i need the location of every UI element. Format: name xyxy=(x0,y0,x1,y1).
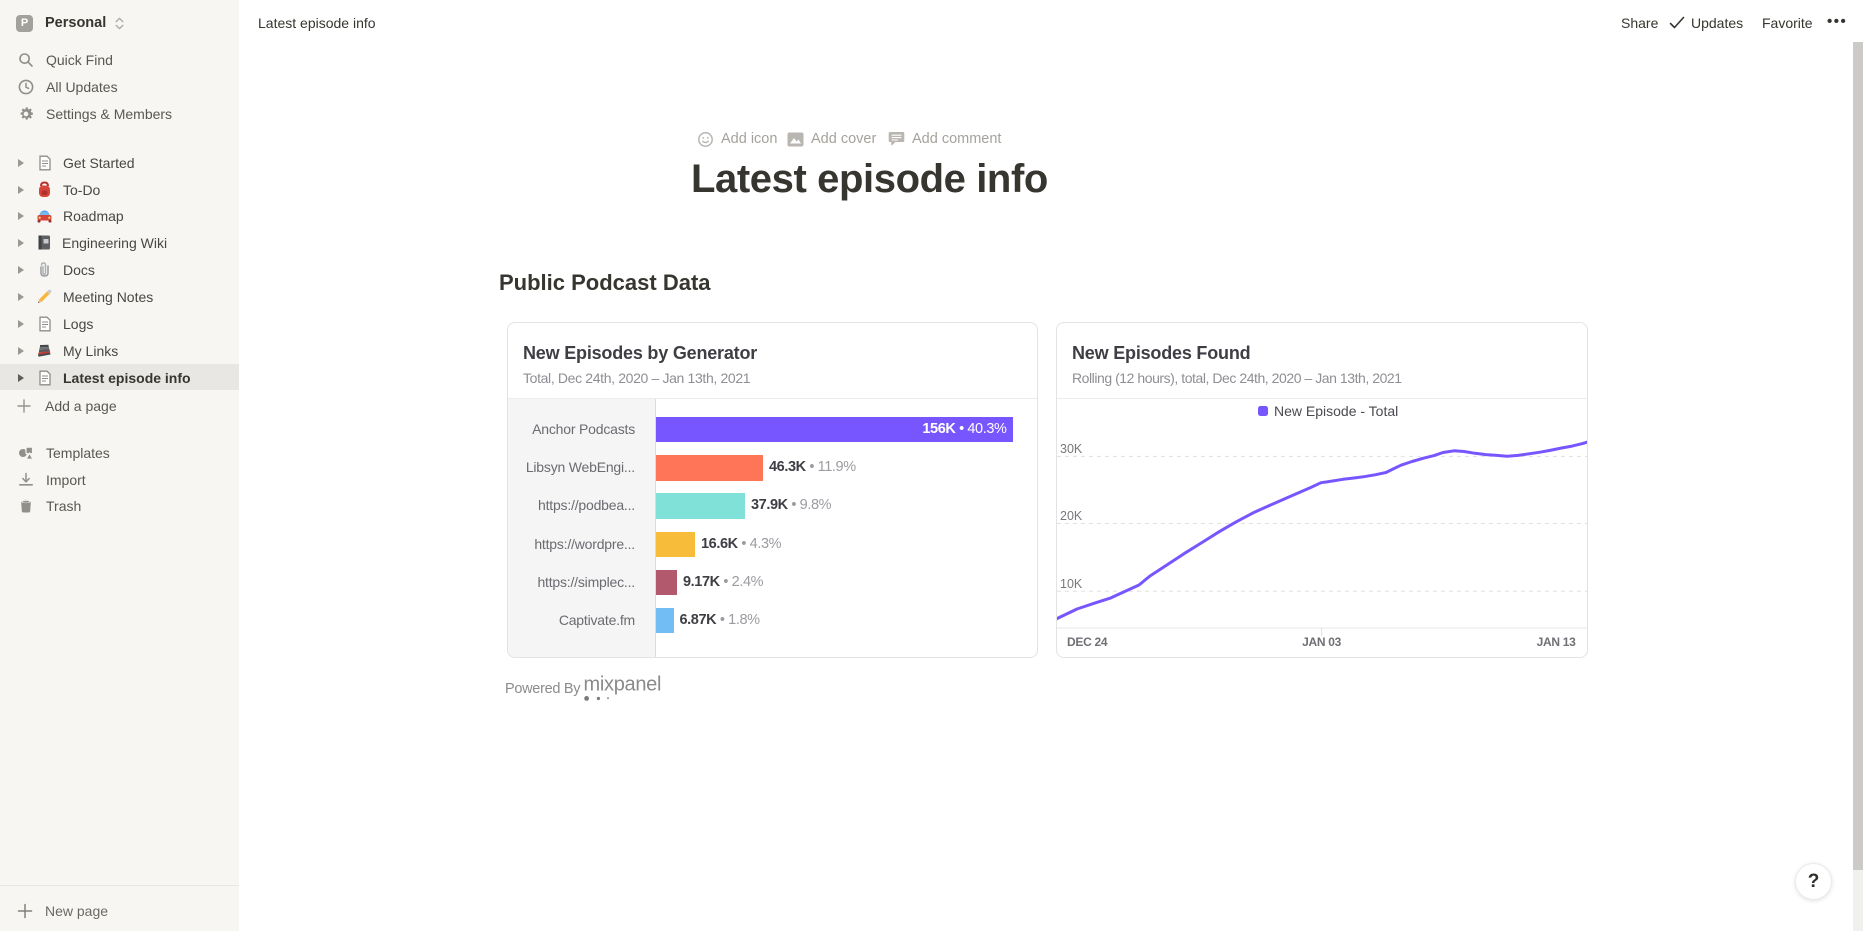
svg-text:DEC 24: DEC 24 xyxy=(1067,635,1108,649)
svg-text:20K: 20K xyxy=(1060,509,1083,523)
svg-text:mixpanel: mixpanel xyxy=(584,674,662,696)
svg-text:JAN 13: JAN 13 xyxy=(1537,635,1577,649)
svg-text:30K: 30K xyxy=(1060,442,1083,456)
svg-text:JAN 03: JAN 03 xyxy=(1302,635,1342,649)
svg-text:10K: 10K xyxy=(1060,577,1083,591)
